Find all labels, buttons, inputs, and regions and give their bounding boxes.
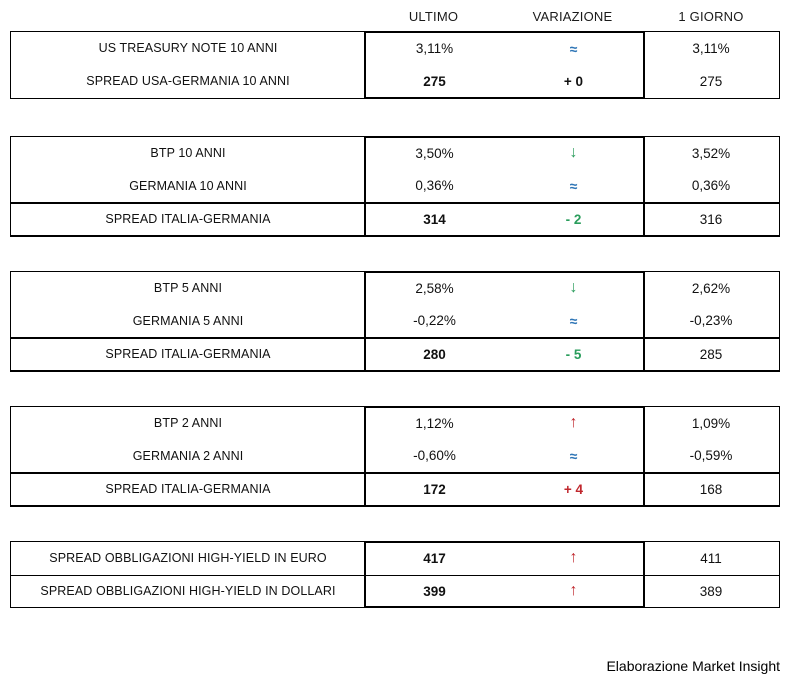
ultimo-value: 399 [365, 574, 504, 608]
arrow-up-icon: ↑ [569, 549, 578, 567]
variazione-value: + 4 [504, 472, 643, 505]
row-label: US TREASURY NOTE 10 ANNI [98, 41, 278, 56]
table-5-anni: BTP 5 ANNI 2,58% ↓ 2,62% GERMANIA 5 ANNI… [10, 271, 780, 372]
table-row: GERMANIA 10 ANNI 0,36% ≈ 0,36% [11, 170, 779, 203]
row-label: SPREAD OBBLIGAZIONI HIGH-YIELD IN EURO [49, 551, 327, 565]
table-high-yield: SPREAD OBBLIGAZIONI HIGH-YIELD IN EURO 4… [10, 541, 780, 608]
ultimo-value: 0,36% [415, 178, 454, 194]
source-credit: Elaborazione Market Insight [606, 658, 780, 674]
variazione-value: - 2 [504, 202, 643, 235]
table-row: BTP 10 ANNI 3,50% ↓ 3,52% [11, 137, 779, 170]
giorno-value: 389 [643, 574, 779, 608]
table-row: US TREASURY NOTE 10 ANNI 3,11% ≈ 3,11% [11, 32, 779, 65]
arrow-down-icon: ↓ [569, 144, 578, 162]
row-label: BTP 10 ANNI [150, 146, 226, 161]
row-label: SPREAD USA-GERMANIA 10 ANNI [86, 74, 290, 89]
ultimo-value: 3,11% [415, 40, 454, 56]
ultimo-value: 314 [365, 202, 504, 235]
table-row: GERMANIA 5 ANNI -0,22% ≈ -0,23% [11, 305, 779, 338]
giorno-value: -0,23% [689, 313, 733, 329]
ultimo-value: 3,50% [415, 145, 454, 161]
variazione-flat-icon: ≈ [569, 178, 578, 194]
table-row: BTP 2 ANNI 1,12% ↑ 1,09% [11, 407, 779, 440]
variazione-flat-icon: ≈ [569, 313, 578, 329]
variazione-value: - 5 [504, 337, 643, 370]
arrow-up-icon: ↑ [504, 574, 643, 608]
giorno-value: -0,59% [689, 448, 733, 464]
table-2-anni: BTP 2 ANNI 1,12% ↑ 1,09% GERMANIA 2 ANNI… [10, 406, 780, 507]
ultimo-value: 2,58% [415, 280, 454, 296]
ultimo-value: 280 [365, 337, 504, 370]
ultimo-value: -0,60% [413, 448, 456, 464]
giorno-value: 1,09% [691, 415, 731, 431]
giorno-value: 285 [643, 337, 779, 370]
row-label: BTP 2 ANNI [153, 416, 223, 431]
ultimo-value: 275 [423, 73, 446, 89]
table-row: SPREAD OBBLIGAZIONI HIGH-YIELD IN EURO 4… [11, 542, 779, 575]
row-label: GERMANIA 2 ANNI [132, 448, 244, 463]
column-headers: ULTIMO VARIAZIONE 1 GIORNO [10, 5, 780, 27]
row-label: BTP 5 ANNI [153, 281, 223, 296]
ultimo-value: 172 [365, 472, 504, 505]
giorno-value: 2,62% [691, 280, 731, 296]
row-label: SPREAD ITALIA-GERMANIA [11, 202, 365, 235]
spread-row: SPREAD ITALIA-GERMANIA 172 + 4 168 [11, 472, 779, 505]
row-label: SPREAD OBBLIGAZIONI HIGH-YIELD IN DOLLAR… [11, 574, 365, 608]
variazione-flat-icon: ≈ [569, 40, 578, 57]
table-row: SPREAD OBBLIGAZIONI HIGH-YIELD IN DOLLAR… [11, 574, 779, 608]
giorno-value: 275 [699, 73, 723, 89]
table-row: BTP 5 ANNI 2,58% ↓ 2,62% [11, 272, 779, 305]
giorno-value: 3,52% [691, 145, 731, 161]
row-label: GERMANIA 10 ANNI [129, 178, 247, 193]
giorno-value: 0,36% [691, 178, 731, 194]
giorno-value: 3,11% [692, 40, 730, 56]
row-label: SPREAD ITALIA-GERMANIA [11, 337, 365, 370]
column-header-1-giorno: 1 GIORNO [678, 8, 744, 24]
table-row: SPREAD USA-GERMANIA 10 ANNI 275 + 0 275 [11, 65, 779, 98]
variazione-flat-icon: ≈ [569, 448, 578, 464]
giorno-value: 316 [643, 202, 779, 235]
row-label: SPREAD ITALIA-GERMANIA [11, 472, 365, 505]
ultimo-value: 1,12% [415, 415, 454, 431]
ultimo-value: 417 [423, 550, 446, 566]
variazione-value: + 0 [563, 73, 584, 89]
column-header-ultimo: ULTIMO [408, 8, 459, 24]
table-10-anni: BTP 10 ANNI 3,50% ↓ 3,52% GERMANIA 10 AN… [10, 136, 780, 237]
ultimo-value: -0,22% [413, 313, 456, 329]
row-label: GERMANIA 5 ANNI [132, 313, 244, 328]
giorno-value: 168 [643, 472, 779, 505]
table-us-treasury: US TREASURY NOTE 10 ANNI 3,11% ≈ 3,11% S… [10, 31, 780, 99]
arrow-down-icon: ↓ [569, 279, 578, 297]
arrow-up-icon: ↑ [569, 414, 578, 432]
giorno-value: 411 [700, 550, 722, 566]
table-row: GERMANIA 2 ANNI -0,60% ≈ -0,59% [11, 440, 779, 473]
spread-row: SPREAD ITALIA-GERMANIA 280 - 5 285 [11, 337, 779, 370]
column-header-variazione: VARIAZIONE [532, 8, 613, 24]
spread-row: SPREAD ITALIA-GERMANIA 314 - 2 316 [11, 202, 779, 235]
